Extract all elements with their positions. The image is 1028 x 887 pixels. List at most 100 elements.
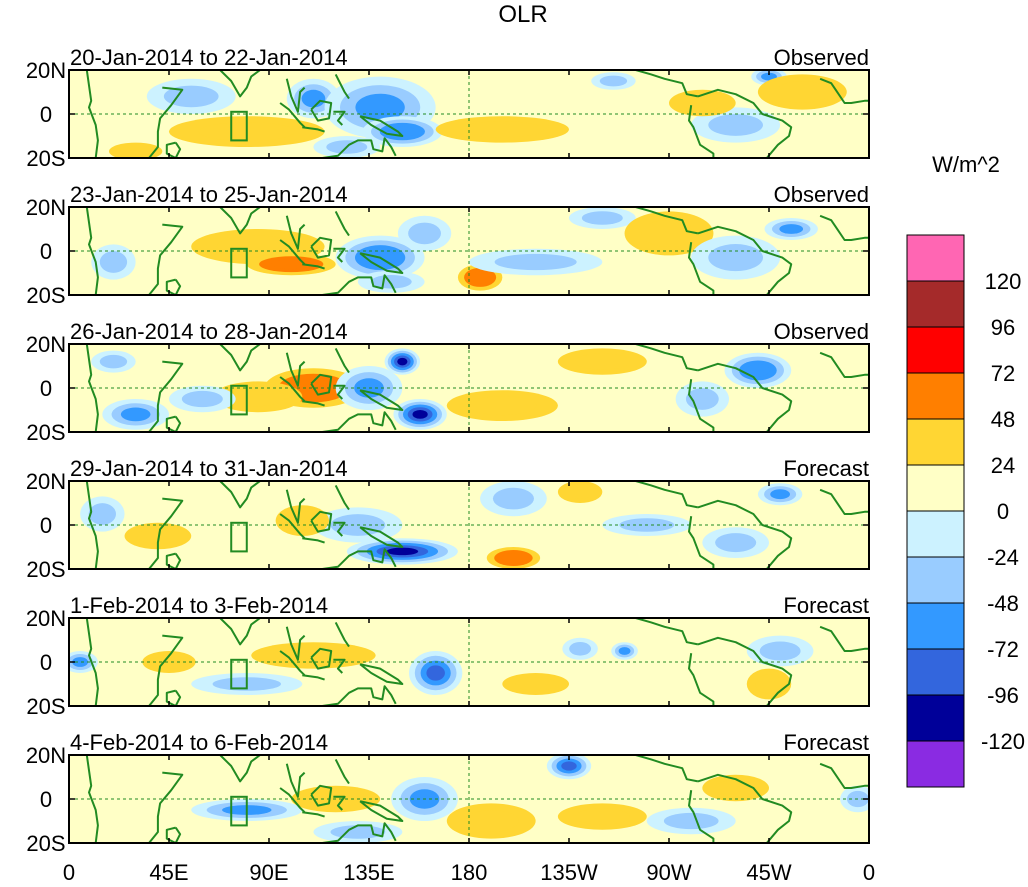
coastline — [697, 362, 793, 432]
colorbar-label: 48 — [991, 407, 1015, 432]
coastline — [310, 99, 333, 122]
coastlines — [85, 755, 869, 843]
ylabel-0: 0 — [40, 239, 52, 264]
coastline — [148, 86, 184, 158]
coastline — [279, 787, 306, 813]
colorbar-label: -24 — [987, 545, 1019, 570]
ylabel-0: 0 — [40, 650, 52, 675]
ylabel-0: 0 — [40, 376, 52, 401]
panel-4: 20N 0 20S 29-Jan-2014 to 31-Jan-2014 Forecas… — [26, 456, 870, 582]
ylabel-20n: 20N — [26, 195, 66, 220]
coastline — [333, 795, 346, 811]
anomaly-contour — [515, 677, 557, 691]
coastline — [635, 481, 699, 509]
coastline — [219, 755, 261, 783]
xtick-label: 135E — [343, 860, 394, 885]
colorbar-swatch — [906, 740, 965, 788]
coastline — [334, 347, 350, 374]
ylabel-20n: 20N — [26, 743, 66, 768]
panel-type: Observed — [774, 45, 869, 70]
colorbar-label: -72 — [987, 637, 1019, 662]
xtick-label: 135W — [540, 860, 598, 885]
anomaly-contour — [99, 354, 128, 369]
coastline — [359, 526, 404, 548]
panel-period: 26-Jan-2014 to 28-Jan-2014 — [70, 319, 348, 344]
anomaly-field — [80, 481, 803, 569]
panel-type: Forecast — [783, 456, 869, 481]
coastline — [165, 689, 182, 706]
coastline — [310, 236, 333, 259]
coastlines — [85, 481, 869, 569]
anomaly-contour — [581, 211, 623, 225]
coastline — [688, 105, 715, 158]
coastline — [285, 763, 306, 798]
coastline — [279, 376, 306, 402]
panel-type: Observed — [774, 319, 869, 344]
coastline — [302, 400, 325, 407]
coastline — [322, 822, 397, 843]
coastline — [148, 360, 184, 432]
coastline — [219, 618, 261, 646]
coastline — [688, 516, 715, 569]
anomaly-contour — [230, 387, 286, 407]
colorbar-units: W/m^2 — [932, 152, 1000, 177]
coastline — [285, 626, 306, 661]
coastline — [85, 207, 99, 295]
coastlines — [85, 70, 869, 158]
ylabel-20s: 20S — [26, 146, 65, 171]
coastline — [322, 137, 397, 158]
coastline — [334, 621, 350, 648]
ylabel-0: 0 — [40, 102, 52, 127]
anomaly-contour — [599, 75, 628, 87]
coastline — [359, 115, 404, 137]
coastline — [819, 214, 869, 241]
colorbar-swatch — [906, 602, 965, 650]
panel-period: 4-Feb-2014 to 6-Feb-2014 — [70, 730, 328, 755]
coastline — [165, 826, 182, 843]
anomaly-contour — [618, 647, 631, 655]
anomaly-contour — [641, 219, 697, 247]
coastline — [688, 379, 715, 432]
coastline — [688, 653, 715, 706]
xtick-label: 90W — [646, 860, 691, 885]
ylabel-0: 0 — [40, 787, 52, 812]
coastline — [333, 658, 346, 674]
coastline — [359, 389, 404, 411]
ylabel-0: 0 — [40, 513, 52, 538]
coastline — [697, 499, 793, 569]
coastline — [302, 537, 325, 544]
anomaly-contour — [386, 547, 419, 556]
colorbar-label: 96 — [991, 315, 1015, 340]
coastline — [688, 242, 715, 295]
anomaly-contour — [501, 553, 526, 563]
anomaly-contour — [463, 810, 519, 832]
box-marker — [230, 658, 248, 690]
coastline — [165, 415, 182, 432]
coastline — [635, 70, 699, 98]
ylabel-20s: 20S — [26, 557, 65, 582]
ylabel-20s: 20S — [26, 831, 65, 856]
anomaly-contour — [746, 364, 770, 377]
coastline — [688, 790, 715, 843]
coastline — [279, 102, 306, 128]
colorbar-swatch — [906, 418, 965, 466]
coastline — [285, 215, 306, 250]
anomaly-contour — [370, 275, 412, 289]
box-marker — [230, 110, 248, 142]
panel-period: 23-Jan-2014 to 25-Jan-2014 — [70, 182, 348, 207]
coastline — [359, 252, 404, 274]
coastline — [219, 344, 261, 372]
colorbar: 120 96 72 48 24 0 -24 -48 -72 -96 -120 — [906, 234, 1025, 788]
ylabel-20n: 20N — [26, 606, 66, 631]
coastline — [333, 384, 346, 400]
xtick-label: 0 — [63, 860, 75, 885]
coastline — [148, 771, 184, 843]
ylabel-20s: 20S — [26, 283, 65, 308]
anomaly-contour — [779, 224, 804, 234]
anomaly-contour — [461, 121, 544, 138]
coastline — [635, 207, 699, 235]
coastline — [819, 351, 869, 378]
anomaly-contour — [355, 93, 405, 122]
anomaly-contour — [494, 253, 577, 271]
coastline — [697, 225, 793, 295]
